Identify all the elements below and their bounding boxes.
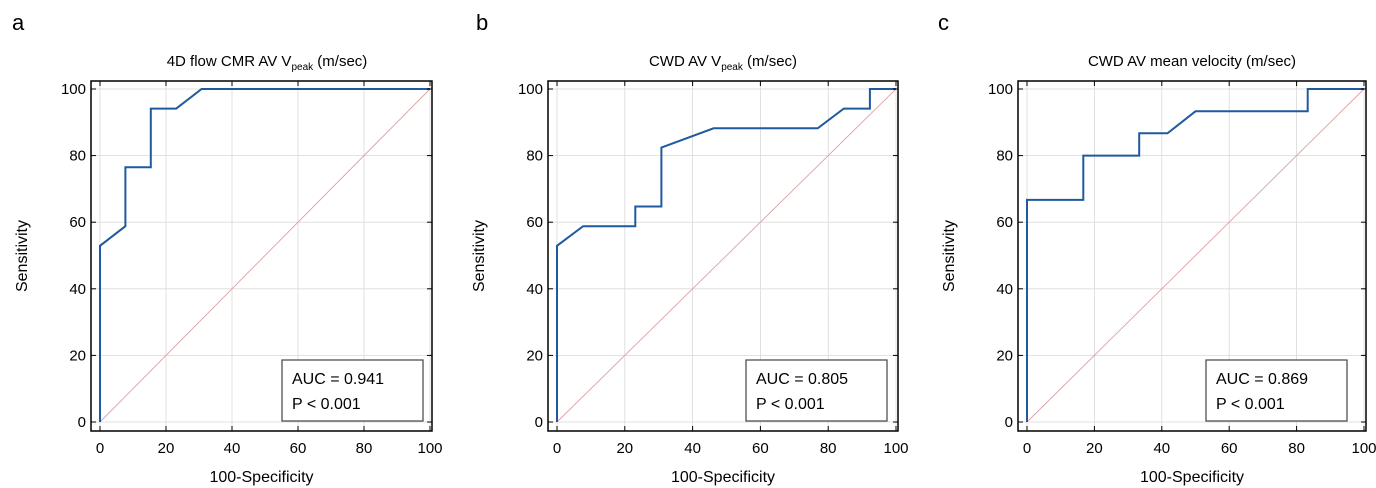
x-tick-label: 100 [417,440,442,457]
y-axis-label: Sensitivity [471,220,488,292]
y-tick-label: 80 [996,148,1013,165]
auc-label: AUC = 0.869 [1216,371,1308,388]
y-tick-label: 20 [69,347,86,364]
roc-panel-c: c CWD AV mean velocity (m/sec) 0 20 40 60 80 10… [938,10,1376,486]
y-tick-label: 100 [988,81,1013,98]
panel-letter: b [476,10,488,35]
y-tick-label: 0 [78,414,86,431]
chart-title-suffix: (m/sec) [313,53,367,70]
y-tick-label: 80 [526,148,543,165]
plot-frame [1017,80,1367,432]
y-tick-label: 40 [996,281,1013,298]
annotation-box [1205,359,1348,422]
x-tick-label: 60 [1221,440,1238,457]
x-tick-label: 40 [1153,440,1170,457]
chart-title-main: 4D flow CMR AV V [167,53,292,70]
reference-diagonal [1026,88,1365,423]
chart-title-suffix: (m/sec) [1242,53,1296,70]
x-tick-label: 60 [290,440,307,457]
annotation-box [745,359,888,422]
roc-curve [556,88,896,422]
reference-diagonal [556,88,897,423]
panel-letter: c [938,10,949,35]
x-tick-label: 80 [820,440,837,457]
x-tick-label: 40 [224,440,241,457]
y-tick-label: 60 [69,214,86,231]
x-axis-label: 100-Specificity [1140,469,1244,486]
y-tick-label: 20 [996,347,1013,364]
roc-curve [99,88,430,422]
x-tick-label: 0 [1023,440,1031,457]
x-tick-label: 100 [883,440,908,457]
x-tick-label: 0 [553,440,561,457]
roc-panel-b: b CWD AV Vpeak (m/sec) 0 20 40 60 80 100 0 20 40 60… [471,10,909,486]
chart-title-subscript: peak [291,62,314,73]
x-tick-label: 0 [96,440,104,457]
roc-curve [1026,88,1364,422]
y-tick-label: 40 [69,281,86,298]
y-tick-label: 80 [69,148,86,165]
y-tick-label: 60 [526,214,543,231]
x-tick-label: 20 [616,440,633,457]
y-axis-label: Sensitivity [14,220,31,292]
plot-frame [547,80,899,432]
x-tick-label: 100 [1351,440,1376,457]
x-tick-label: 20 [1086,440,1103,457]
chart-title-main: CWD AV V [649,53,721,70]
auc-label: AUC = 0.805 [756,371,848,388]
chart-title: 4D flow CMR AV Vpeak (m/sec) [167,53,368,73]
x-tick-label: 40 [684,440,701,457]
x-tick-label: 80 [1288,440,1305,457]
roc-panel-a: a 4D flow CMR AV Vpeak (m/sec) 0 20 40 60 80 10… [12,10,443,486]
auc-label: AUC = 0.941 [292,371,384,388]
x-axis-label: 100-Specificity [209,469,313,486]
y-axis-label: Sensitivity [941,220,958,292]
x-tick-label: 20 [158,440,175,457]
chart-title-suffix: (m/sec) [743,53,797,70]
y-tick-label: 20 [526,347,543,364]
y-tick-label: 0 [535,414,543,431]
chart-title: CWD AV Vpeak (m/sec) [649,53,797,73]
x-tick-label: 60 [752,440,769,457]
y-tick-label: 60 [996,214,1013,231]
p-value-label: P < 0.001 [756,396,825,413]
reference-diagonal [99,88,431,423]
y-tick-label: 100 [61,81,86,98]
chart-title: CWD AV mean velocity (m/sec) [1088,53,1296,70]
annotation-box [281,359,424,422]
panel-letter: a [12,10,25,35]
y-tick-label: 40 [526,281,543,298]
y-tick-label: 100 [518,81,543,98]
x-tick-label: 80 [356,440,373,457]
plot-frame [90,80,433,432]
x-axis-label: 100-Specificity [671,469,775,486]
p-value-label: P < 0.001 [1216,396,1285,413]
chart-title-subscript: peak [721,62,744,73]
p-value-label: P < 0.001 [292,396,361,413]
y-tick-label: 0 [1005,414,1013,431]
chart-title-main: CWD AV mean velocity [1088,53,1242,70]
